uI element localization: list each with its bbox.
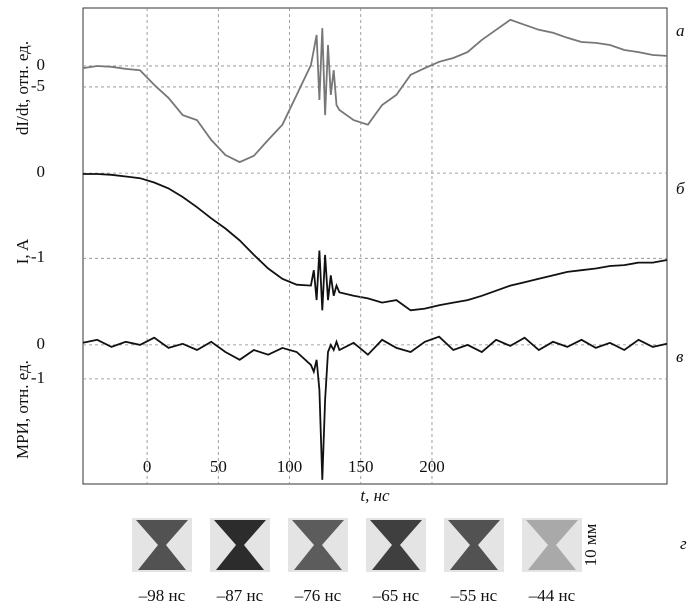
x-tick-label: 200	[419, 457, 445, 476]
frame-label: –98 нс	[138, 586, 186, 605]
frame-label: –44 нс	[528, 586, 576, 605]
panel-letter: г	[680, 534, 687, 553]
y-tick-label: -5	[31, 76, 45, 95]
x-axis-label: t, нс	[360, 486, 390, 505]
panel-letter: б	[676, 179, 685, 198]
trace	[82, 335, 668, 480]
y-axis-label: dI/dt, отн. ед.	[13, 41, 32, 135]
trace	[82, 18, 668, 164]
panel-letter: в	[676, 347, 684, 366]
frame-pinch	[370, 520, 422, 570]
y-tick-label: -1	[31, 368, 45, 387]
frame-pinch	[292, 520, 344, 570]
frame-pinch	[214, 520, 266, 570]
x-tick-label: 50	[210, 457, 227, 476]
y-tick-label: 0	[37, 55, 46, 74]
frame-pinch	[526, 520, 578, 570]
y-tick-label: 0	[37, 334, 46, 353]
y-tick-label: 0	[37, 162, 46, 181]
frame-label: –55 нс	[450, 586, 498, 605]
x-tick-label: 0	[143, 457, 152, 476]
frame-pinch	[448, 520, 500, 570]
frame-label: –65 нс	[372, 586, 420, 605]
y-axis-label: I, A	[13, 238, 32, 264]
frame-image	[522, 518, 582, 572]
scale-label: 10 мм	[581, 523, 600, 566]
panel-letter: а	[676, 21, 685, 40]
trace	[83, 173, 668, 312]
x-tick-label: 150	[348, 457, 374, 476]
frame-label: –87 нс	[216, 586, 264, 605]
frame-pinch	[136, 520, 188, 570]
frame-label: –76 нс	[294, 586, 342, 605]
y-tick-label: -1	[31, 247, 45, 266]
plot-frame	[82, 7, 668, 485]
x-tick-label: 100	[277, 457, 303, 476]
y-axis-label: МРИ, отн. ед.	[13, 360, 32, 459]
